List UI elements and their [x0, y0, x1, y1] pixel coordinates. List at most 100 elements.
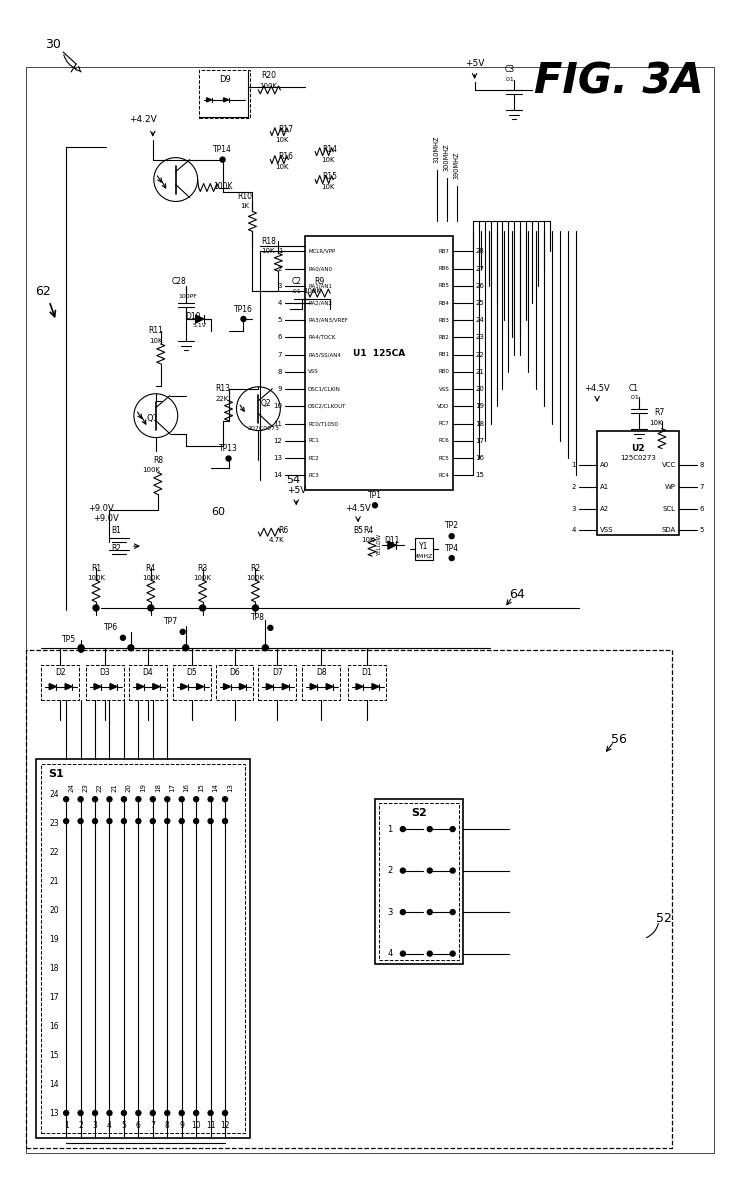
- Text: 207C0073: 207C0073: [248, 426, 279, 431]
- Circle shape: [427, 951, 432, 957]
- Text: 4: 4: [572, 528, 576, 534]
- Text: 19: 19: [140, 782, 146, 792]
- Text: 4MHZ: 4MHZ: [415, 554, 433, 558]
- Text: Y1: Y1: [419, 542, 429, 550]
- Polygon shape: [223, 98, 229, 101]
- Text: TP8: TP8: [251, 614, 265, 622]
- Text: TP14: TP14: [213, 145, 232, 154]
- Text: TP7: TP7: [164, 617, 178, 627]
- Circle shape: [179, 1111, 184, 1116]
- Text: .01: .01: [629, 396, 639, 401]
- Text: TP1: TP1: [368, 491, 382, 499]
- Text: 1: 1: [64, 1121, 68, 1131]
- Circle shape: [427, 909, 432, 914]
- Text: 6: 6: [136, 1121, 141, 1131]
- Text: D11: D11: [384, 536, 400, 544]
- Text: 300MHZ: 300MHZ: [444, 144, 450, 172]
- Text: 10K: 10K: [262, 249, 275, 254]
- Circle shape: [262, 644, 268, 650]
- Text: VSS: VSS: [439, 386, 450, 392]
- Bar: [597, 431, 679, 535]
- Text: R7: R7: [653, 408, 664, 417]
- Text: B5: B5: [353, 525, 363, 535]
- Circle shape: [208, 1111, 213, 1116]
- Bar: [348, 664, 386, 700]
- Text: 54: 54: [286, 476, 301, 485]
- Circle shape: [223, 796, 228, 802]
- Text: 15: 15: [198, 783, 204, 792]
- Circle shape: [151, 1111, 155, 1116]
- Text: Q2: Q2: [261, 399, 272, 409]
- Text: VCC: VCC: [662, 463, 675, 469]
- Text: RC6: RC6: [439, 438, 450, 443]
- Circle shape: [93, 605, 99, 611]
- Text: RB1: RB1: [439, 352, 450, 357]
- Text: 52: 52: [656, 912, 672, 925]
- Text: 12: 12: [220, 1121, 230, 1131]
- Bar: [379, 803, 459, 960]
- Text: +5V: +5V: [465, 60, 484, 68]
- Polygon shape: [356, 683, 363, 689]
- Text: +9.0V: +9.0V: [88, 504, 114, 512]
- Polygon shape: [207, 98, 212, 101]
- Text: OSC1/CLKIN: OSC1/CLKIN: [308, 386, 341, 392]
- Text: 28: 28: [476, 249, 484, 254]
- Text: R6: R6: [278, 525, 288, 535]
- Text: .01: .01: [505, 78, 514, 82]
- Text: 21: 21: [112, 783, 118, 792]
- Polygon shape: [282, 683, 290, 689]
- Circle shape: [107, 1111, 112, 1116]
- Bar: [173, 664, 211, 700]
- Text: 17: 17: [49, 993, 59, 1001]
- Text: S2: S2: [411, 808, 427, 819]
- Circle shape: [200, 605, 206, 611]
- Polygon shape: [310, 683, 318, 689]
- Text: R17: R17: [278, 125, 293, 134]
- Text: RC1: RC1: [308, 438, 319, 443]
- Text: R14: R14: [323, 145, 337, 154]
- Text: 11: 11: [206, 1121, 215, 1131]
- Circle shape: [78, 1111, 83, 1116]
- Polygon shape: [197, 683, 204, 689]
- Text: 22: 22: [476, 352, 484, 358]
- Circle shape: [449, 556, 454, 561]
- Text: 15: 15: [476, 472, 484, 478]
- Text: 8: 8: [700, 463, 704, 469]
- Text: 6: 6: [700, 505, 704, 511]
- Text: 8: 8: [278, 369, 282, 375]
- Circle shape: [401, 868, 406, 873]
- Text: 26: 26: [476, 283, 484, 289]
- Text: 21: 21: [476, 369, 484, 375]
- Text: TP4: TP4: [445, 544, 459, 552]
- Text: RC2: RC2: [308, 456, 319, 461]
- Text: 18: 18: [49, 964, 59, 973]
- Text: A0: A0: [600, 463, 609, 469]
- Text: 23: 23: [476, 335, 484, 340]
- Text: +4.5V: +4.5V: [345, 504, 371, 512]
- Circle shape: [193, 796, 198, 802]
- Circle shape: [373, 503, 378, 508]
- Text: 13: 13: [49, 1108, 59, 1118]
- Polygon shape: [181, 683, 187, 689]
- Bar: [41, 765, 245, 1133]
- Circle shape: [64, 796, 68, 802]
- Text: 3: 3: [93, 1121, 98, 1131]
- Text: 1: 1: [387, 825, 392, 834]
- Text: 100K: 100K: [142, 575, 159, 581]
- Text: 17: 17: [169, 782, 175, 792]
- Circle shape: [179, 819, 184, 823]
- Circle shape: [78, 644, 84, 650]
- Text: VSS: VSS: [308, 370, 319, 375]
- Text: +4.2V: +4.2V: [129, 115, 157, 125]
- Text: 2: 2: [78, 1121, 83, 1131]
- Text: 10K: 10K: [321, 184, 335, 190]
- Text: R2: R2: [251, 563, 260, 573]
- Circle shape: [401, 909, 406, 914]
- Text: TP6: TP6: [104, 623, 118, 633]
- Text: U1  125CA: U1 125CA: [353, 349, 405, 358]
- Circle shape: [165, 796, 170, 802]
- Bar: [198, 70, 251, 118]
- Text: 24: 24: [49, 789, 59, 799]
- Text: TP13: TP13: [219, 444, 238, 454]
- Polygon shape: [110, 683, 117, 689]
